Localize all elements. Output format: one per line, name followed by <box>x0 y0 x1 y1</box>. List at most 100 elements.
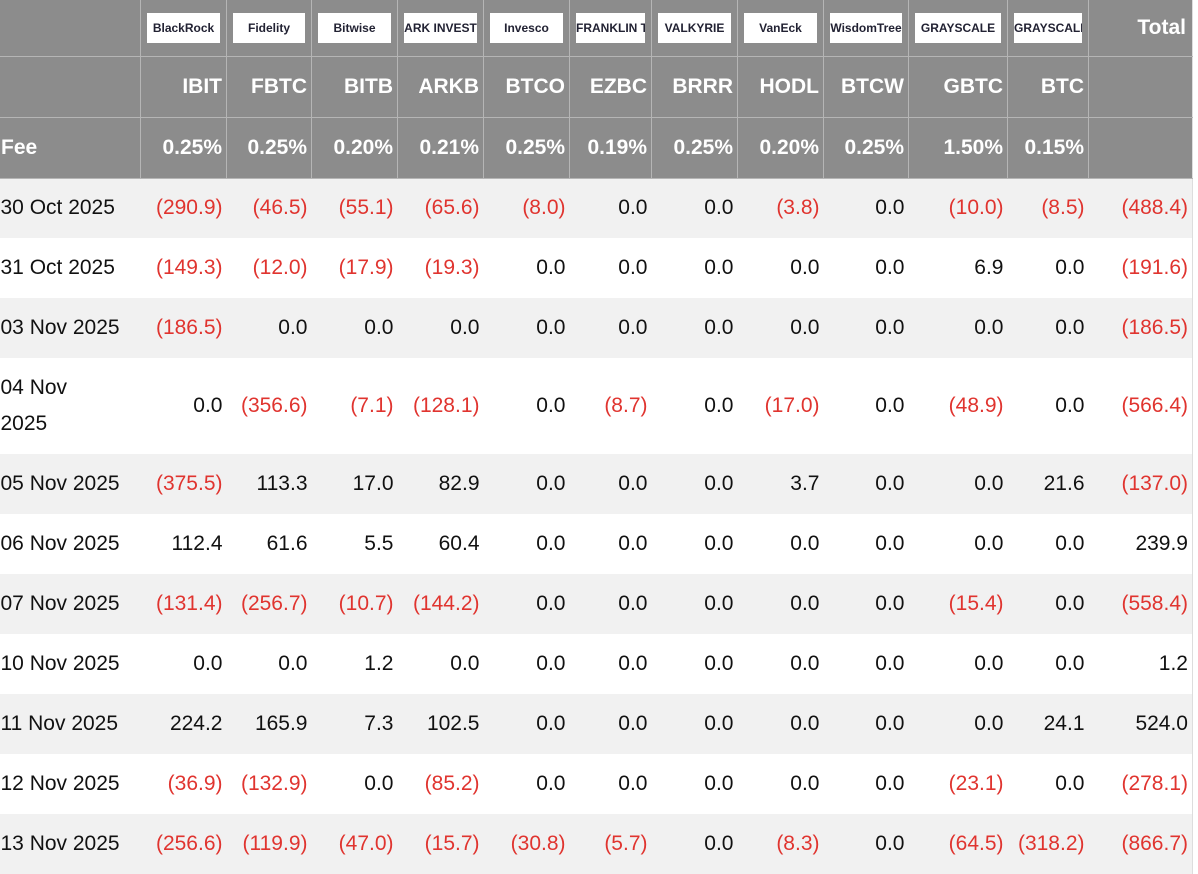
issuer-logo: WisdomTree <box>830 12 902 43</box>
data-row: 10 Nov 2025 0.0 0.0 1.2 0.0 0.0 0.0 0.0 0.0 0.0 0.… <box>0 634 1193 694</box>
issuer-logo: GRAYSCALE <box>915 12 1001 43</box>
flow-value: 0.0 <box>875 256 905 279</box>
fee: 0.20% <box>737 117 824 179</box>
ticker: FBTC <box>226 56 312 118</box>
issuer-logo: FRANKLIN TEMPLETON <box>576 12 645 43</box>
flow-value: 0.0 <box>651 814 738 874</box>
ticker: BTCW <box>823 56 909 118</box>
date: 04 Nov 2025 <box>0 376 68 435</box>
flow-value: (47.0) <box>311 814 398 874</box>
flow-total: 524.0 <box>1088 694 1193 754</box>
fee: 0.19% <box>569 117 652 179</box>
flow-value: 0.0 <box>1055 256 1085 279</box>
flow-value: (85.2) <box>424 772 480 795</box>
flow-value: (132.9) <box>240 772 308 795</box>
flow-value: (10.7) <box>311 574 398 634</box>
flow-value: (144.2) <box>397 574 484 634</box>
flow-value: 0.0 <box>483 298 570 358</box>
blank-cell <box>1088 56 1193 118</box>
flow-value: 0.0 <box>536 772 566 795</box>
flow-value: (131.4) <box>140 574 227 634</box>
flow-total: (558.4) <box>1088 574 1193 634</box>
logo-cell: VanEck <box>737 0 824 57</box>
flow-total: (186.5) <box>1088 298 1193 358</box>
logo-cell: Bitwise <box>311 0 398 57</box>
logo-row: BlackRock Fidelity Bitwise ARK INVEST Invesc… <box>0 0 1193 57</box>
ticker: BTC <box>1007 56 1089 118</box>
flow-value: (149.3) <box>155 256 223 279</box>
flow-value: 0.0 <box>1055 652 1085 675</box>
ticker-row: IBIT FBTC BITB ARKB BTCO EZBC BRRR HODL BTCW GBTC… <box>0 56 1193 118</box>
flow-value: 0.0 <box>536 532 566 555</box>
flow-value: 0.0 <box>1055 394 1085 417</box>
data-row: 04 Nov 2025 0.0 (356.6) (7.1) (128.1) 0.0 (8.7… <box>0 358 1193 454</box>
flow-value: 0.0 <box>483 454 570 514</box>
flow-value: (10.0) <box>908 178 1008 238</box>
issuer-logo: VanEck <box>744 12 817 43</box>
date: 07 Nov 2025 <box>0 592 120 615</box>
flow-value: 0.0 <box>651 178 738 238</box>
flow-value: 0.0 <box>618 256 648 279</box>
flow-value: 0.0 <box>1055 532 1085 555</box>
flow-value: 0.0 <box>704 652 734 675</box>
ticker: ARKB <box>397 56 484 118</box>
logo-cell: Invesco <box>483 0 570 57</box>
flow-value: 0.0 <box>1007 298 1089 358</box>
date-cell: 03 Nov 2025 <box>0 298 141 358</box>
flow-value: (48.9) <box>948 394 1004 417</box>
fee: 0.21% <box>397 117 484 179</box>
flow-value: (8.0) <box>483 178 570 238</box>
flow-value: 21.6 <box>1007 454 1089 514</box>
flow-value: (8.7) <box>604 394 648 417</box>
flow-value: 0.0 <box>226 298 312 358</box>
flow-value: 0.0 <box>823 574 909 634</box>
flow-value: 0.0 <box>569 694 652 754</box>
flow-value: (30.8) <box>483 814 570 874</box>
ticker: GBTC <box>908 56 1008 118</box>
date-cell: 11 Nov 2025 <box>0 694 141 754</box>
flow-value: 24.1 <box>1007 694 1089 754</box>
flow-value: 0.0 <box>450 652 480 675</box>
flow-value: 60.4 <box>438 532 480 555</box>
flow-value: 7.3 <box>311 694 398 754</box>
logo-cell: FRANKLIN TEMPLETON <box>569 0 652 57</box>
flow-value: 112.4 <box>171 532 223 555</box>
ticker: BRRR <box>651 56 738 118</box>
date: 06 Nov 2025 <box>0 532 120 555</box>
flow-value: 0.0 <box>704 772 734 795</box>
flow-value: (23.1) <box>948 772 1004 795</box>
logo-cell: GRAYSCALE <box>1007 0 1089 57</box>
flow-value: (12.0) <box>252 256 308 279</box>
issuer-logo: Invesco <box>490 12 563 43</box>
flow-value: (256.7) <box>226 574 312 634</box>
flow-value: (15.7) <box>397 814 484 874</box>
flow-value: 0.0 <box>536 394 566 417</box>
flow-value: (17.0) <box>764 394 820 417</box>
logo-cell: BlackRock <box>140 0 227 57</box>
flow-value: 0.0 <box>483 574 570 634</box>
flow-value: 0.0 <box>823 454 909 514</box>
ticker: BITB <box>311 56 398 118</box>
flow-value: (318.2) <box>1007 814 1089 874</box>
data-row: 31 Oct 2025 (149.3) (12.0) (17.9) (19.3) 0.0 0… <box>0 238 1193 298</box>
flow-value: 0.0 <box>875 532 905 555</box>
flow-value: (55.1) <box>311 178 398 238</box>
date: 13 Nov 2025 <box>0 832 120 855</box>
flow-value: 0.0 <box>790 772 820 795</box>
logo-cell: ARK INVEST <box>397 0 484 57</box>
issuer-logo: BlackRock <box>147 12 220 43</box>
fee: 0.25% <box>651 117 738 179</box>
flow-value: 0.0 <box>823 814 909 874</box>
flow-value: 0.0 <box>704 394 734 417</box>
flow-value: 0.0 <box>193 394 223 417</box>
data-row: 13 Nov 2025 (256.6) (119.9) (47.0) (15.7) (30… <box>0 814 1193 874</box>
flow-total: (488.4) <box>1088 178 1193 238</box>
fee: 0.25% <box>823 117 909 179</box>
flow-value: 0.0 <box>790 532 820 555</box>
flow-value: 0.0 <box>311 298 398 358</box>
data-row: 12 Nov 2025 (36.9) (132.9) 0.0 (85.2) 0.0 0.0 0… <box>0 754 1193 814</box>
flow-value: (15.4) <box>908 574 1008 634</box>
flow-value: 0.0 <box>193 652 223 675</box>
flow-value: 1.2 <box>364 652 394 675</box>
